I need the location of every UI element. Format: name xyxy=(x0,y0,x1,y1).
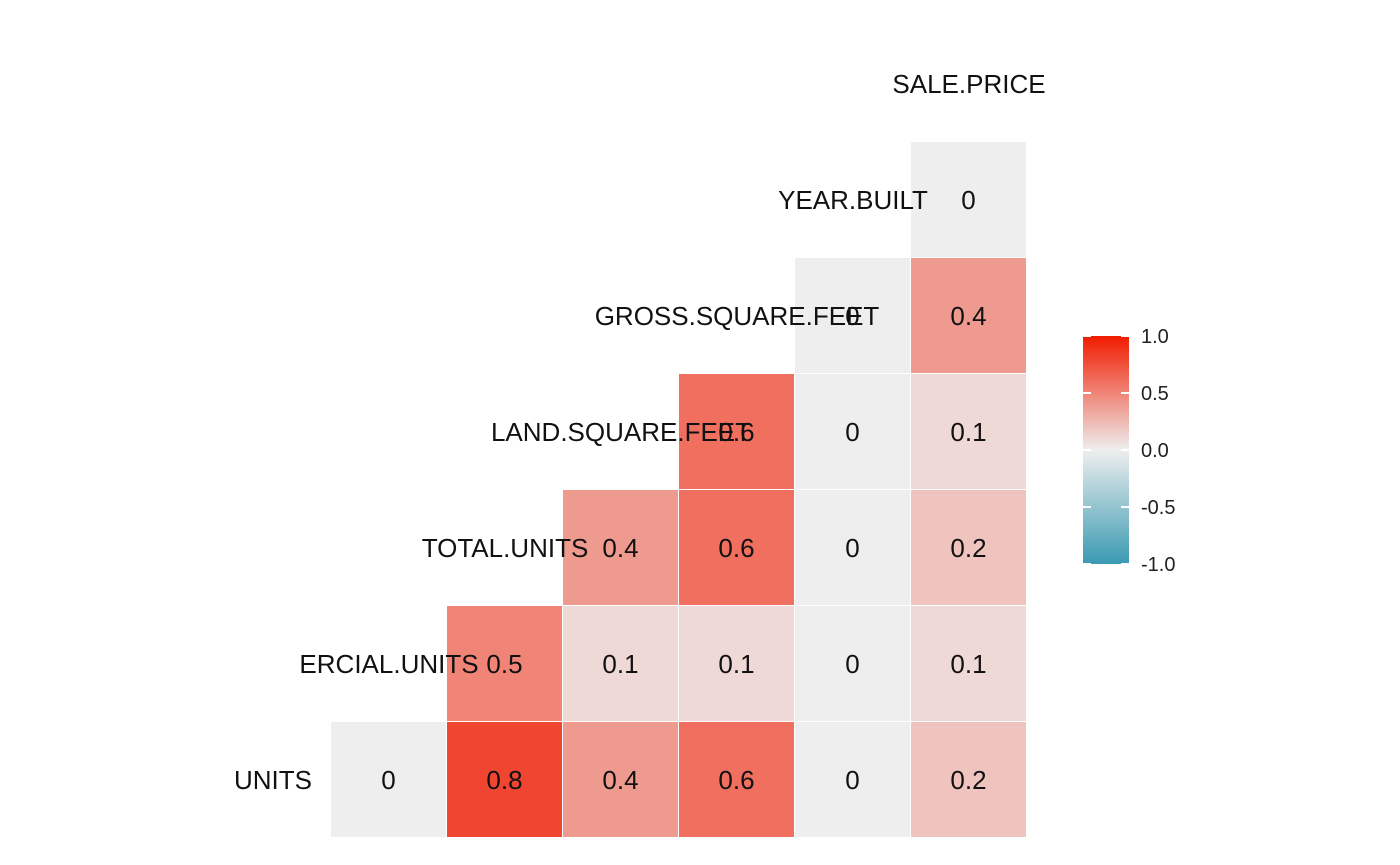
heatmap-cell xyxy=(331,722,446,837)
heatmap-cell xyxy=(563,606,678,721)
heatmap-cell xyxy=(911,606,1026,721)
heatmap-cell xyxy=(795,374,910,489)
cell-value-label: 0 xyxy=(961,185,975,215)
cell-value-label: 0.4 xyxy=(602,533,638,563)
heatmap-cell xyxy=(563,490,678,605)
heatmap-cell xyxy=(795,606,910,721)
variable-label: ERCIAL.UNITS xyxy=(299,649,478,679)
cell-value-label: 0 xyxy=(845,649,859,679)
variable-label: SALE.PRICE xyxy=(892,69,1045,99)
cell-value-label: 0 xyxy=(845,301,859,331)
cell-value-label: 0.8 xyxy=(486,765,522,795)
cell-value-label: 0.4 xyxy=(950,301,986,331)
heatmap-cell xyxy=(911,490,1026,605)
cell-value-label: 0.6 xyxy=(718,765,754,795)
heatmap-cell xyxy=(679,722,794,837)
legend-tick-label: -1.0 xyxy=(1141,554,1175,576)
heatmap-cell xyxy=(679,606,794,721)
cell-value-label: 0.1 xyxy=(950,417,986,447)
cell-value-label: 0.6 xyxy=(718,533,754,563)
cell-value-label: 0 xyxy=(381,765,395,795)
heatmap-cell xyxy=(795,258,910,373)
cell-value-label: 0.2 xyxy=(950,765,986,795)
heatmap-cell xyxy=(911,258,1026,373)
cell-value-label: 0.4 xyxy=(602,765,638,795)
cell-value-label: 0 xyxy=(845,765,859,795)
heatmap-cell xyxy=(911,374,1026,489)
heatmap-cell xyxy=(795,722,910,837)
variable-label: TOTAL.UNITS xyxy=(422,533,589,563)
variable-label: YEAR.BUILT xyxy=(778,185,928,215)
variable-label: UNITS xyxy=(234,765,312,795)
heatmap-cell xyxy=(795,490,910,605)
legend-tick-label: 1.0 xyxy=(1141,326,1169,348)
heatmap-cells: 0 0.8 0.4 0.6 0 0.2 0.5 0.1 0.1 0 0.1 0.4 0.6 0 0.2 0.6… xyxy=(331,142,1026,837)
cell-value-label: 0 xyxy=(845,417,859,447)
legend-tick-label: -0.5 xyxy=(1141,497,1175,519)
legend-tick-label: 0.5 xyxy=(1141,383,1169,405)
variable-label: LAND.SQUARE.FEET xyxy=(491,417,751,447)
heatmap-cell xyxy=(679,374,794,489)
cell-value-label: 0 xyxy=(845,533,859,563)
color-legend: 1.0 0.5 0.0 -0.5 -1.0 xyxy=(1083,326,1175,576)
variable-label: GROSS.SQUARE.FEET xyxy=(595,301,880,331)
cell-value-label: 0.1 xyxy=(950,649,986,679)
variable-labels: UNITS ERCIAL.UNITS TOTAL.UNITS LAND.SQUARE.… xyxy=(234,69,1046,795)
cell-value-label: 0.2 xyxy=(950,533,986,563)
heatmap-cell xyxy=(911,142,1026,257)
cell-value-label: 0.1 xyxy=(602,649,638,679)
cell-value-label: 0.5 xyxy=(486,649,522,679)
heatmap-cell xyxy=(563,722,678,837)
cell-value-label: 0.1 xyxy=(718,649,754,679)
legend-tick-label: 0.0 xyxy=(1141,440,1169,462)
heatmap-cell xyxy=(911,722,1026,837)
heatmap-cell xyxy=(447,606,562,721)
heatmap-cell xyxy=(679,490,794,605)
cell-value-label: 0.6 xyxy=(718,417,754,447)
heatmap-cell xyxy=(447,722,562,837)
